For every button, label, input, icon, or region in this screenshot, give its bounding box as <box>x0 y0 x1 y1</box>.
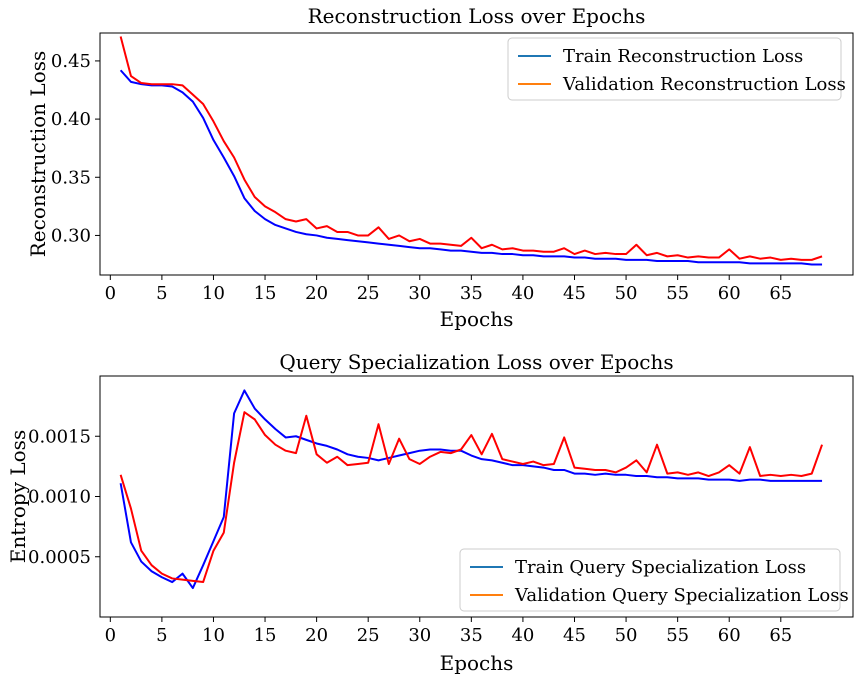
x-axis-label: Epochs <box>440 651 514 675</box>
x-tick-label: 45 <box>563 283 586 304</box>
legend-frame <box>459 548 841 612</box>
x-tick-label: 0 <box>105 283 116 304</box>
axes-frame <box>99 32 854 276</box>
x-axis-label: Epochs <box>440 307 514 331</box>
legend: Train Reconstruction Loss Validation Reco… <box>507 37 846 101</box>
chart-title: Query Specialization Loss over Epochs <box>279 350 673 374</box>
chart-2: Query Specialization Loss over Epochs 0 5 1… <box>6 350 854 675</box>
x-tick-label: 5 <box>156 283 167 304</box>
x-tick-label: 10 <box>202 625 225 646</box>
y-axis-label: Entropy Loss <box>6 430 30 563</box>
x-tick-label: 65 <box>769 625 792 646</box>
series-line-validation <box>119 411 823 584</box>
y-tick-label: 0.0005 <box>28 547 91 568</box>
y-tick-label: 0.45 <box>51 51 91 72</box>
y-tick-label: 0.0010 <box>28 487 91 508</box>
y-tick-label: 0.40 <box>51 109 91 130</box>
x-tick-label: 15 <box>254 283 277 304</box>
x-tick-label: 30 <box>408 283 431 304</box>
x-tick-label: 60 <box>718 283 741 304</box>
chart-1: Reconstruction Loss over Epochs 0 5 10 15 20 2… <box>26 4 854 331</box>
x-tick-label: 45 <box>563 625 586 646</box>
x-tick-label: 10 <box>202 283 225 304</box>
x-tick-label: 25 <box>357 625 380 646</box>
y-axis-label: Reconstruction Loss <box>26 51 50 258</box>
x-tick-label: 35 <box>460 625 483 646</box>
x-tick-label: 55 <box>666 625 689 646</box>
legend: Train Query Specialization Loss Validatio… <box>459 548 849 612</box>
series-line-train <box>119 69 823 266</box>
x-tick-label: 20 <box>305 283 328 304</box>
series-line-train <box>119 389 823 590</box>
y-tick-label: 0.0015 <box>28 426 91 447</box>
x-tick-label: 40 <box>511 625 534 646</box>
x-tick-label: 60 <box>718 625 741 646</box>
x-tick-label: 5 <box>156 625 167 646</box>
x-tick-label: 50 <box>615 625 638 646</box>
chart-title: Reconstruction Loss over Epochs <box>308 4 646 28</box>
x-tick-label: 65 <box>769 283 792 304</box>
x-tick-label: 30 <box>408 625 431 646</box>
series-line-validation <box>119 36 823 261</box>
legend-label: Validation Query Specialization Loss <box>514 585 849 606</box>
legend-frame <box>507 37 842 101</box>
x-tick-label: 25 <box>357 283 380 304</box>
legend-label: Train Reconstruction Loss <box>563 46 803 67</box>
x-tick-label: 55 <box>666 283 689 304</box>
x-tick-label: 15 <box>254 625 277 646</box>
legend-label: Validation Reconstruction Loss <box>562 74 846 95</box>
y-tick-label: 0.35 <box>51 167 91 188</box>
x-tick-label: 40 <box>511 283 534 304</box>
x-tick-label: 35 <box>460 283 483 304</box>
y-tick-label: 0.30 <box>51 225 91 246</box>
x-tick-label: 50 <box>615 283 638 304</box>
axes-frame <box>99 375 854 618</box>
x-tick-label: 0 <box>105 625 116 646</box>
legend-label: Train Query Specialization Loss <box>515 557 806 578</box>
x-tick-label: 20 <box>305 625 328 646</box>
